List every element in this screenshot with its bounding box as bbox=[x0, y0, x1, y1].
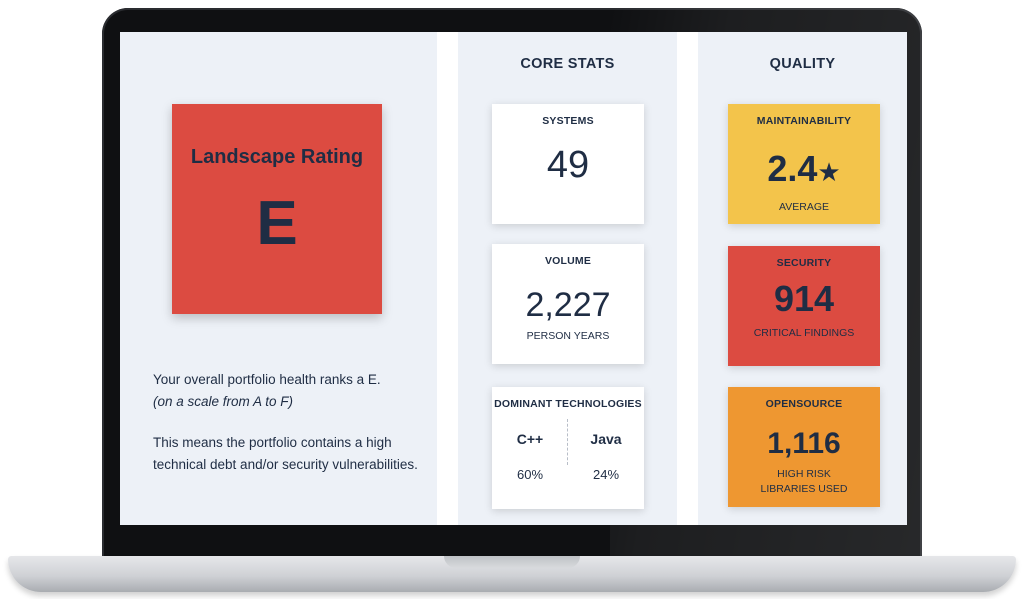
laptop-hinge-notch bbox=[444, 556, 580, 568]
landscape-rating-letter: E bbox=[256, 189, 298, 258]
technologies-title: DOMINANT TECHNOLOGIES bbox=[494, 398, 642, 410]
technologies-card: DOMINANT TECHNOLOGIES C++ 60% Java 24% bbox=[492, 387, 644, 509]
security-card: SECURITY 914 CRITICAL FINDINGS bbox=[728, 246, 880, 366]
rating-scale-note: (on a scale from A to F) bbox=[153, 394, 294, 409]
maintainability-score: 2.4★ bbox=[728, 148, 880, 190]
quality-panel: QUALITY MAINTAINABILITY 2.4★ AVERAGE SEC… bbox=[698, 32, 907, 525]
technology-percent: 24% bbox=[592, 467, 620, 482]
rating-description-line: Your overall portfolio health ranks a E. bbox=[153, 372, 381, 387]
core-stats-panel: CORE STATS SYSTEMS 49 VOLUME 2,227 PERSO… bbox=[458, 32, 677, 525]
dashboard-screen: Landscape Rating E Your overall portfoli… bbox=[120, 32, 907, 525]
technologies-divider bbox=[567, 419, 568, 465]
technology-name: C++ bbox=[516, 431, 544, 447]
volume-card: VOLUME 2,227 PERSON YEARS bbox=[492, 244, 644, 364]
opensource-card: OPENSOURCE 1,116 HIGH RISK LIBRARIES USE… bbox=[728, 387, 880, 507]
security-label: CRITICAL FINDINGS bbox=[753, 327, 855, 339]
systems-card: SYSTEMS 49 bbox=[492, 104, 644, 224]
quality-heading: QUALITY bbox=[769, 56, 836, 72]
systems-value: 49 bbox=[546, 144, 590, 186]
opensource-label: HIGH RISK LIBRARIES USED bbox=[728, 467, 880, 497]
maintainability-value: 2.4 bbox=[767, 148, 818, 189]
systems-title: SYSTEMS bbox=[542, 115, 594, 127]
maintainability-label: AVERAGE bbox=[779, 201, 829, 213]
core-stats-heading: CORE STATS bbox=[520, 56, 615, 72]
landscape-rating-card: Landscape Rating E bbox=[172, 104, 382, 314]
volume-title: VOLUME bbox=[544, 255, 592, 267]
maintainability-card: MAINTAINABILITY 2.4★ AVERAGE bbox=[728, 104, 880, 224]
technology-name: Java bbox=[590, 431, 622, 447]
volume-value: 2,227 bbox=[525, 286, 611, 324]
security-value: 914 bbox=[773, 278, 835, 319]
rating-explanation: This means the portfolio contains a high… bbox=[153, 435, 418, 472]
maintainability-title: MAINTAINABILITY bbox=[756, 115, 852, 127]
star-icon: ★ bbox=[817, 157, 841, 187]
volume-unit: PERSON YEARS bbox=[526, 330, 610, 342]
opensource-title: OPENSOURCE bbox=[765, 398, 843, 410]
opensource-value: 1,116 bbox=[767, 427, 841, 460]
landscape-panel: Landscape Rating E Your overall portfoli… bbox=[120, 32, 437, 525]
opensource-label-line: LIBRARIES USED bbox=[760, 483, 848, 495]
technology-percent: 60% bbox=[516, 467, 544, 482]
security-title: SECURITY bbox=[776, 257, 832, 269]
landscape-rating-title: Landscape Rating bbox=[190, 146, 364, 168]
opensource-label-line: HIGH RISK bbox=[777, 468, 831, 480]
rating-description: Your overall portfolio health ranks a E.… bbox=[153, 369, 423, 413]
